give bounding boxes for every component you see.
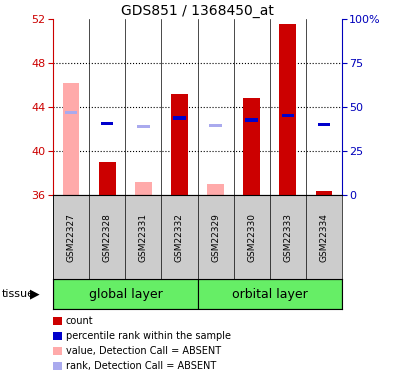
Text: GSM22334: GSM22334 (319, 213, 328, 262)
Bar (198, 279, 342, 309)
Bar (173, 116, 186, 120)
Bar (282, 114, 294, 117)
Bar (135, 182, 152, 195)
Bar (280, 24, 296, 195)
Bar (99, 162, 115, 195)
Text: ▶: ▶ (30, 288, 39, 301)
Text: count: count (66, 316, 94, 326)
Text: GSM22333: GSM22333 (283, 213, 292, 262)
Bar (243, 98, 260, 195)
Text: GSM22329: GSM22329 (211, 213, 220, 262)
Bar (245, 118, 258, 122)
Title: GDS851 / 1368450_at: GDS851 / 1368450_at (121, 4, 274, 18)
Text: GSM22331: GSM22331 (139, 213, 148, 262)
Bar (65, 111, 77, 114)
Text: value, Detection Call = ABSENT: value, Detection Call = ABSENT (66, 346, 221, 355)
Bar (209, 124, 222, 127)
Bar (101, 122, 113, 125)
Text: rank, Detection Call = ABSENT: rank, Detection Call = ABSENT (66, 361, 216, 370)
Bar (53, 279, 198, 309)
Text: percentile rank within the sample: percentile rank within the sample (66, 331, 231, 340)
Bar (137, 125, 150, 128)
Bar (63, 82, 79, 195)
Bar (207, 184, 224, 195)
Text: global layer: global layer (88, 288, 162, 301)
Text: GSM22330: GSM22330 (247, 213, 256, 262)
Bar (316, 190, 332, 195)
Bar (171, 94, 188, 195)
Bar (318, 123, 330, 126)
Text: orbital layer: orbital layer (232, 288, 307, 301)
Text: tissue: tissue (2, 290, 35, 299)
Text: GSM22327: GSM22327 (67, 213, 76, 262)
Text: GSM22332: GSM22332 (175, 213, 184, 262)
Text: GSM22328: GSM22328 (103, 213, 112, 262)
